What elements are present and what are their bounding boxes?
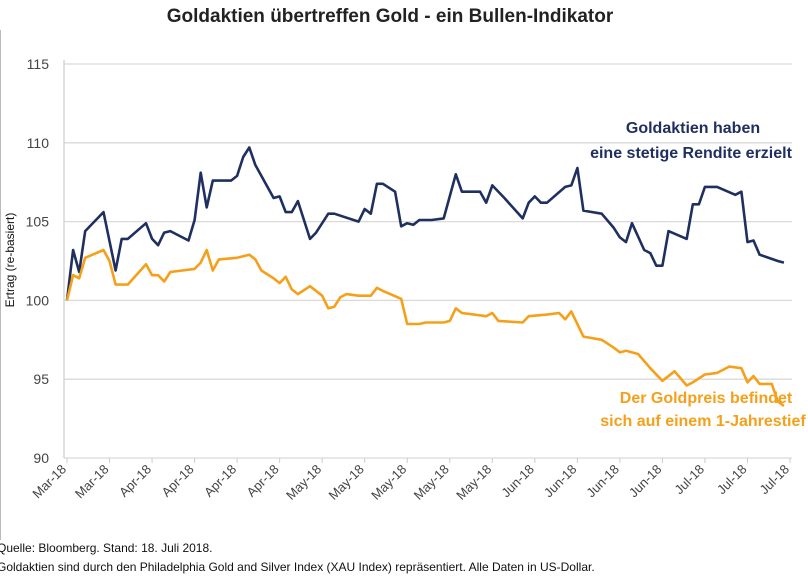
gold-price-annotation-2: sich auf einem 1-Jahrestief — [600, 413, 806, 430]
gold-stocks-line — [65, 146, 785, 301]
x-tick-label: Apr-18 — [116, 462, 154, 500]
y-tick-label: 100 — [26, 292, 50, 308]
gold-stocks-annotation-2: eine stetige Rendite erzielt — [590, 145, 792, 162]
x-tick-label: Jun-18 — [541, 462, 580, 501]
x-tick-label: Mar-18 — [29, 462, 69, 502]
x-tick-label: Jun-18 — [583, 462, 622, 501]
x-tick-label: May-18 — [453, 462, 494, 503]
y-tick-label: 115 — [27, 56, 50, 72]
x-tick-label: May-18 — [368, 462, 409, 503]
x-tick-label: Jul-18 — [714, 462, 750, 498]
x-tick-label: May-18 — [283, 462, 324, 503]
x-tick-label: Apr-18 — [201, 462, 239, 500]
x-tick-label: Mar-18 — [72, 462, 112, 502]
x-tick-label: Jun-18 — [498, 462, 537, 501]
source-note: Quelle: Bloomberg. Stand: 18. Juli 2018. — [0, 541, 213, 555]
x-tick-label: Jul-18 — [756, 462, 792, 498]
x-tick-label: Jul-18 — [671, 462, 707, 498]
gold-price-annotation-1: Der Goldpreis befindet — [619, 390, 793, 407]
x-tick-label: May-18 — [411, 462, 452, 503]
y-tick-label: 90 — [33, 450, 49, 466]
chart-title: Goldaktien übertreffen Gold - ein Bullen… — [166, 6, 614, 27]
x-tick-label: Jun-18 — [626, 462, 665, 501]
x-tick-label: Apr-18 — [159, 462, 197, 500]
x-tick-label: May-18 — [326, 462, 367, 503]
y-tick-label: 110 — [27, 135, 50, 151]
y-tick-label: 105 — [26, 214, 50, 230]
x-tick-label: Apr-18 — [244, 462, 282, 500]
y-axis-title: Ertrag (re-basiert) — [3, 213, 17, 308]
gold-price-line — [65, 248, 785, 408]
y-tick-label: 95 — [33, 371, 49, 387]
gold-stocks-annotation-1: Goldaktien haben — [625, 120, 761, 137]
index-note: Goldaktien sind durch den Philadelphia G… — [0, 560, 595, 574]
